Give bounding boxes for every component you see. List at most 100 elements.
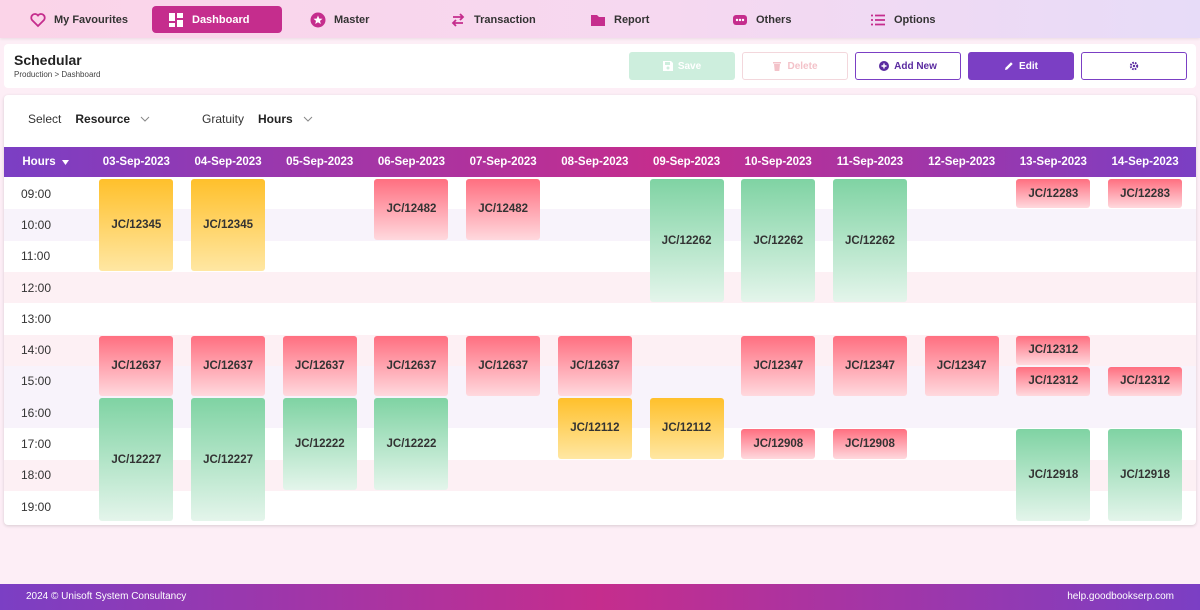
job-card-block[interactable]: JC/12112 — [649, 398, 724, 459]
nav-label: Master — [334, 13, 370, 26]
save-button[interactable]: Save — [629, 52, 735, 80]
job-card-block[interactable]: JC/12637 — [191, 335, 266, 397]
copyright-text: 2024 © Unisoft System Consultancy — [26, 591, 187, 602]
resource-value: Resource — [75, 112, 131, 126]
list-icon — [871, 14, 885, 25]
nav-label: Dashboard — [192, 13, 250, 26]
add-new-label: Add New — [894, 60, 937, 72]
job-card-block[interactable]: JC/12482 — [466, 179, 541, 240]
job-card-block[interactable]: JC/12283 — [1108, 179, 1183, 209]
page-header: Schedular Production > Dashboard Save De… — [4, 44, 1196, 88]
job-card-block[interactable]: JC/12637 — [282, 335, 357, 397]
delete-button[interactable]: Delete — [742, 52, 848, 80]
hour-label: 17:00 — [21, 437, 52, 452]
job-card-block[interactable]: JC/12283 — [1016, 179, 1091, 209]
footer: 2024 © Unisoft System Consultancy help.g… — [0, 584, 1200, 610]
job-card-block[interactable]: JC/12908 — [832, 429, 907, 459]
job-card-block[interactable]: JC/12918 — [1108, 429, 1183, 522]
nav-dashboard[interactable]: Dashboard — [152, 6, 282, 33]
nav-label: Transaction — [474, 13, 536, 26]
hour-label: 19:00 — [21, 499, 52, 514]
resource-dropdown[interactable]: Resource — [75, 112, 150, 126]
gratuity-filter: Gratuity Hours — [202, 112, 313, 126]
hours-sort-header[interactable]: Hours — [4, 147, 87, 177]
pencil-icon — [1005, 62, 1013, 70]
save-icon — [662, 61, 673, 71]
gratuity-label: Gratuity — [202, 112, 245, 126]
page-title: Schedular — [14, 52, 82, 68]
hour-row — [4, 271, 1196, 304]
job-card-block[interactable]: JC/12262 — [832, 179, 907, 303]
hour-label: 09:00 — [21, 186, 52, 201]
select-filter: Select Resource — [28, 112, 150, 126]
nav-report[interactable]: Report — [574, 6, 665, 33]
hour-label: 14:00 — [21, 343, 52, 358]
job-card-block[interactable]: JC/12312 — [1016, 335, 1091, 365]
swap-icon — [451, 12, 465, 27]
job-card-block[interactable]: JC/12262 — [649, 179, 724, 303]
nav-transaction[interactable]: Transaction — [434, 6, 552, 33]
hour-label: 13:00 — [21, 311, 52, 326]
gratuity-dropdown[interactable]: Hours — [258, 112, 313, 126]
date-column-header: 06-Sep-2023 — [377, 156, 445, 168]
job-card-block[interactable]: JC/12222 — [374, 398, 449, 490]
hour-label: 15:00 — [21, 374, 52, 389]
hours-header-label: Hours — [22, 156, 56, 168]
nav-options[interactable]: Options — [854, 6, 952, 33]
job-card-block[interactable]: JC/12312 — [1016, 366, 1091, 397]
hour-row — [4, 241, 1196, 272]
nav-master[interactable]: Master — [294, 6, 385, 33]
hour-label: 12:00 — [21, 280, 52, 295]
date-column-header: 09-Sep-2023 — [652, 156, 721, 168]
hour-label: 10:00 — [21, 217, 52, 232]
job-card-block[interactable]: JC/12637 — [466, 335, 541, 397]
gratuity-value: Hours — [258, 112, 293, 126]
job-card-block[interactable]: JC/12312 — [1108, 366, 1183, 397]
hour-label: 16:00 — [21, 405, 52, 420]
dashboard-icon — [169, 12, 183, 27]
job-card-block[interactable]: JC/12637 — [557, 335, 632, 397]
nav-others[interactable]: Others — [716, 6, 807, 33]
job-card-block[interactable]: JC/12345 — [99, 179, 174, 271]
chevron-down-icon — [303, 116, 313, 122]
job-card-block[interactable]: JC/12227 — [191, 398, 266, 522]
date-column-header: 03-Sep-2023 — [102, 156, 170, 168]
select-label: Select — [28, 112, 62, 126]
hour-label: 11:00 — [21, 249, 51, 264]
caret-down-icon — [61, 159, 69, 165]
scheduler-panel: Select Resource Gratuity Hours Hours 03-… — [4, 95, 1196, 525]
delete-label: Delete — [787, 60, 818, 72]
job-card-block[interactable]: JC/12262 — [741, 179, 816, 303]
job-card-block[interactable]: JC/12918 — [1016, 429, 1091, 522]
job-card-block[interactable]: JC/12112 — [557, 398, 632, 459]
save-label: Save — [677, 60, 702, 72]
nav-label: Others — [756, 13, 792, 26]
settings-button[interactable] — [1081, 52, 1187, 80]
job-card-block[interactable]: JC/12908 — [741, 429, 816, 459]
heart-icon — [30, 12, 46, 27]
job-card-block[interactable]: JC/12347 — [832, 335, 907, 397]
job-card-block[interactable]: JC/12347 — [741, 335, 816, 397]
job-card-block[interactable]: JC/12637 — [374, 335, 449, 397]
job-card-block[interactable]: JC/12345 — [191, 179, 266, 271]
gear-icon — [1129, 61, 1139, 71]
chevron-down-icon — [140, 116, 150, 122]
edit-button[interactable]: Edit — [968, 52, 1074, 80]
hour-row — [4, 303, 1196, 334]
nav-my-favourites[interactable]: My Favourites — [14, 6, 144, 33]
add-new-button[interactable]: Add New — [855, 52, 961, 80]
star-icon — [310, 12, 326, 27]
more-icon — [733, 14, 747, 25]
date-column-header: 11-Sep-2023 — [836, 156, 904, 168]
date-column-header: 07-Sep-2023 — [469, 156, 537, 168]
job-card-block[interactable]: JC/12637 — [99, 335, 174, 397]
help-link[interactable]: help.goodbookserp.com — [1067, 591, 1174, 602]
job-card-block[interactable]: JC/12347 — [924, 335, 999, 397]
date-column-header: 12-Sep-2023 — [928, 156, 996, 168]
folder-icon — [591, 14, 605, 26]
date-column-header: 13-Sep-2023 — [1019, 156, 1087, 168]
job-card-block[interactable]: JC/12222 — [282, 398, 357, 490]
job-card-block[interactable]: JC/12482 — [374, 179, 449, 240]
job-card-block[interactable]: JC/12227 — [99, 398, 174, 522]
breadcrumb: Production > Dashboard — [14, 70, 101, 79]
